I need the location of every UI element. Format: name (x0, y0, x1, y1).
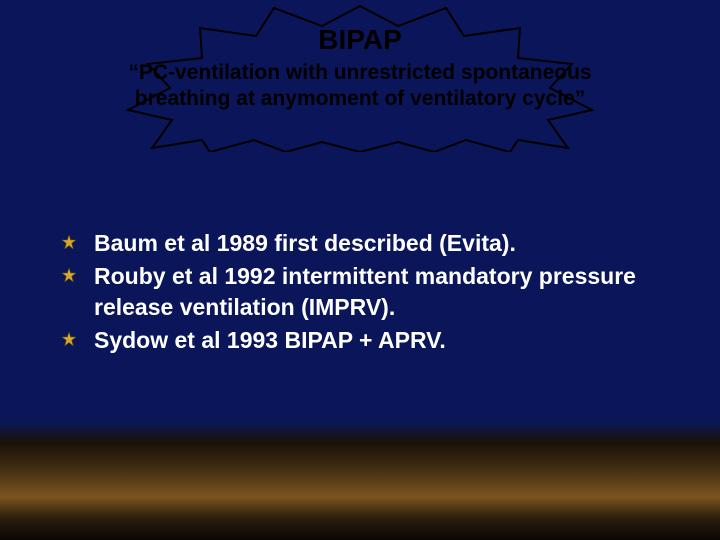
list-item-text: Rouby et al 1992 intermittent mandatory … (94, 261, 680, 323)
bullet-icon (62, 332, 76, 346)
list-item-text: Baum et al 1989 first described (Evita). (94, 228, 516, 259)
slide-title: BIPAP (0, 24, 720, 56)
bullet-icon (62, 235, 76, 249)
slide-subtitle: “PC-ventilation with unrestricted sponta… (0, 60, 720, 113)
header-area: BIPAP “PC-ventilation with unrestricted … (0, 0, 720, 113)
bullet-icon (62, 268, 76, 282)
list-item: Sydow et al 1993 BIPAP + APRV. (62, 325, 680, 356)
bullet-list: Baum et al 1989 first described (Evita).… (62, 228, 680, 358)
list-item-text: Sydow et al 1993 BIPAP + APRV. (94, 325, 446, 356)
list-item: Baum et al 1989 first described (Evita). (62, 228, 680, 259)
list-item: Rouby et al 1992 intermittent mandatory … (62, 261, 680, 323)
